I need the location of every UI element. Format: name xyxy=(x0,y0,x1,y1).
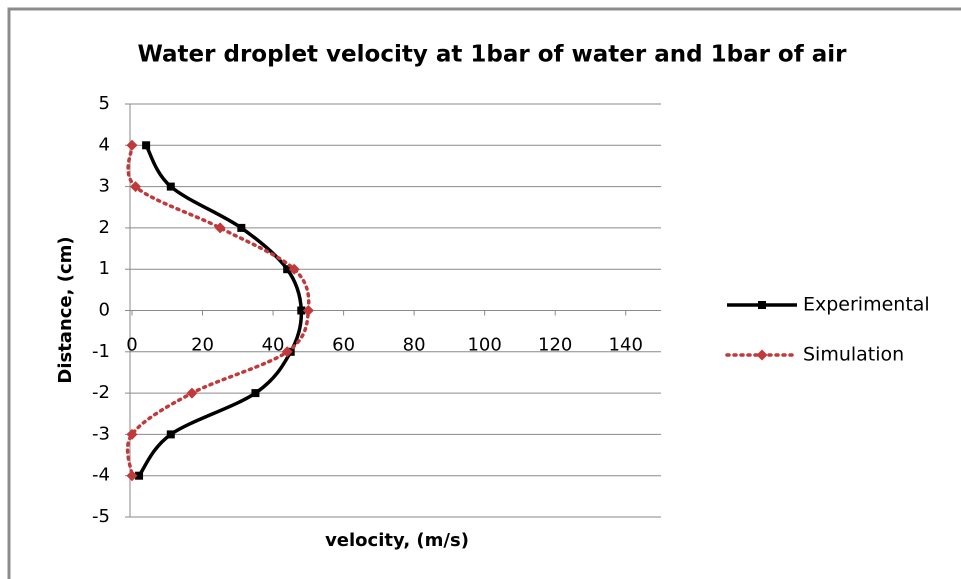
marker xyxy=(130,181,142,193)
y-tick-label: 2 xyxy=(99,217,110,238)
x-tick-label: 40 xyxy=(262,335,285,356)
marker xyxy=(186,387,198,399)
y-tick-label: -4 xyxy=(92,465,110,486)
marker xyxy=(126,428,138,440)
y-tick-label: -3 xyxy=(92,423,110,444)
y-tick-label: -2 xyxy=(92,382,110,403)
x-tick-label: 60 xyxy=(332,335,355,356)
y-tick-label: 4 xyxy=(99,134,110,155)
x-tick-label: 140 xyxy=(609,335,643,356)
marker xyxy=(166,182,175,191)
y-axis-label: Distance, (cm) xyxy=(55,236,76,383)
marker xyxy=(126,139,138,151)
marker xyxy=(756,349,768,361)
marker xyxy=(214,222,226,234)
x-tick-label: 20 xyxy=(191,335,214,356)
x-tick-label: 0 xyxy=(126,335,137,356)
marker xyxy=(142,141,151,150)
marker xyxy=(166,430,175,439)
marker xyxy=(288,263,300,275)
y-tick-label: -5 xyxy=(92,506,110,527)
marker xyxy=(126,470,138,482)
y-tick-label: 1 xyxy=(99,258,110,279)
marker xyxy=(758,301,766,309)
marker xyxy=(135,471,144,480)
marker xyxy=(281,346,293,358)
legend-text: Simulation xyxy=(803,344,904,366)
x-tick-label: 100 xyxy=(467,335,501,356)
y-tick-label: 3 xyxy=(99,176,110,197)
y-tick-label: -1 xyxy=(92,341,110,362)
marker xyxy=(237,223,246,232)
y-tick-label: 0 xyxy=(99,300,110,321)
marker xyxy=(283,265,292,274)
chart-title: Water droplet velocity at 1bar of water … xyxy=(137,42,847,68)
x-tick-label: 80 xyxy=(403,335,426,356)
x-axis-label: velocity, (m/s) xyxy=(325,530,469,551)
marker xyxy=(251,389,260,398)
y-tick-label: 5 xyxy=(99,93,110,114)
x-tick-label: 120 xyxy=(538,335,572,356)
legend-text: Experimental xyxy=(803,294,930,316)
marker xyxy=(302,305,314,316)
marker xyxy=(297,306,306,315)
